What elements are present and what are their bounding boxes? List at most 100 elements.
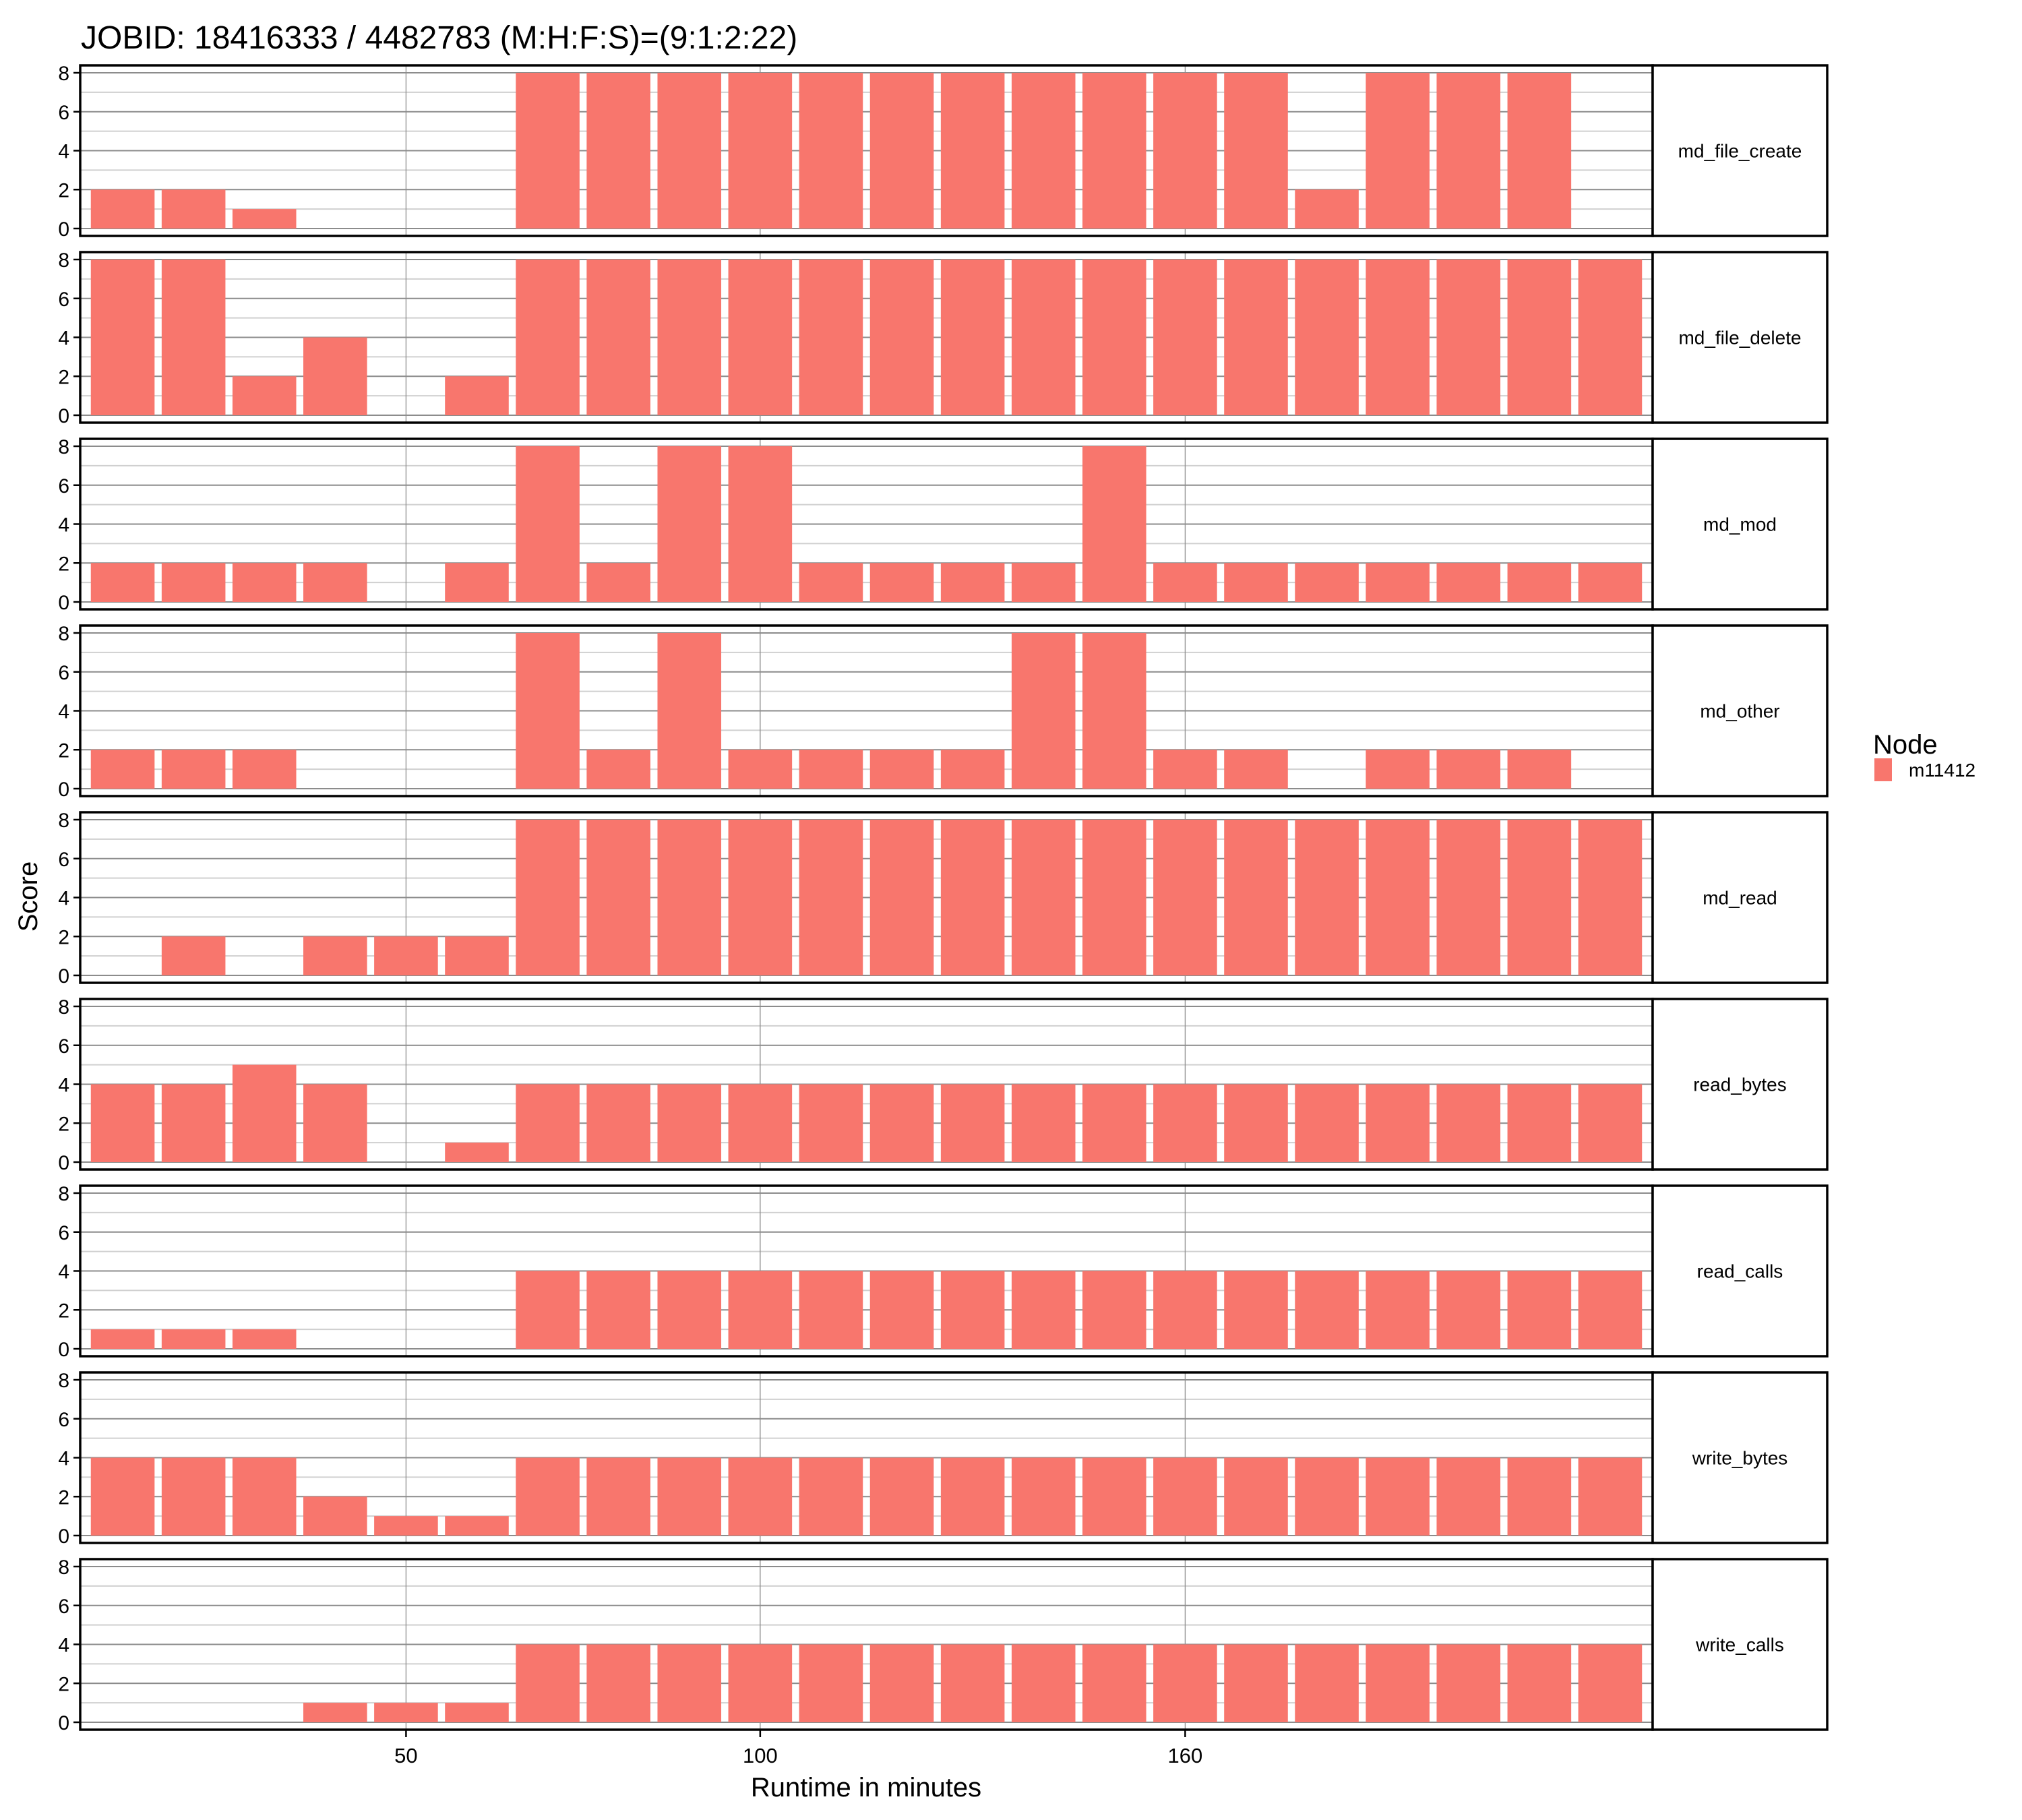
facet-strip — [1651, 811, 1829, 984]
facet-strip — [1651, 64, 1829, 237]
bar-write_calls-4 — [374, 1703, 438, 1722]
y-tick-label: 8 — [58, 1370, 69, 1392]
y-tick-label: 6 — [58, 1222, 69, 1244]
bar-md_file_delete-8 — [657, 260, 722, 415]
bar-md_read-7 — [586, 820, 650, 975]
bar-md_other-6 — [516, 633, 580, 789]
bar-md_mod-17 — [1295, 563, 1359, 602]
bar-read_calls-21 — [1578, 1271, 1643, 1349]
bar-md_read-4 — [374, 936, 438, 975]
bar-md_file_delete-5 — [445, 376, 509, 415]
bar-md_read-21 — [1578, 820, 1643, 975]
facet-strip — [1651, 437, 1829, 611]
y-tick-label: 8 — [58, 996, 69, 1019]
bar-md_read-9 — [728, 820, 793, 975]
bar-read_calls-10 — [799, 1271, 863, 1349]
panel-md_mod: 0 2 4 6 8 md_mod — [58, 436, 1829, 614]
bar-write_calls-21 — [1578, 1644, 1643, 1722]
bar-write_calls-3 — [303, 1703, 367, 1722]
bar-md_mod-8 — [657, 446, 722, 602]
y-tick-label: 2 — [58, 1673, 69, 1695]
bar-md_file_create-17 — [1295, 189, 1359, 229]
bar-read_bytes-16 — [1224, 1084, 1288, 1162]
bar-md_read-15 — [1153, 820, 1217, 975]
bar-write_calls-14 — [1082, 1644, 1146, 1722]
y-tick-label: 4 — [58, 1635, 69, 1657]
bar-md_other-16 — [1224, 750, 1288, 789]
bar-md_read-8 — [657, 820, 722, 975]
bar-md_read-20 — [1507, 820, 1572, 975]
y-tick-label: 6 — [58, 1035, 69, 1058]
bar-md_mod-1 — [161, 563, 226, 602]
bar-md_read-11 — [869, 820, 934, 975]
panel-md_other: 0 2 4 6 8 md_other — [58, 623, 1829, 801]
bar-md_file_delete-2 — [232, 376, 297, 415]
bar-write_calls-11 — [869, 1644, 934, 1722]
y-tick-label: 6 — [58, 102, 69, 124]
y-tick-label: 8 — [58, 1183, 69, 1205]
bar-md_mod-14 — [1082, 446, 1146, 602]
bar-md_file_delete-14 — [1082, 260, 1146, 415]
bar-write_bytes-4 — [374, 1516, 438, 1536]
facet-strip — [1651, 251, 1829, 424]
bar-md_mod-18 — [1366, 563, 1430, 602]
bar-md_other-7 — [586, 750, 650, 789]
bar-md_other-2 — [232, 750, 297, 789]
bar-md_other-13 — [1011, 633, 1076, 789]
x-tick-label: 100 — [743, 1744, 778, 1767]
bar-md_file_delete-12 — [940, 260, 1005, 415]
y-tick-label: 8 — [58, 1556, 69, 1579]
bar-md_mod-20 — [1507, 563, 1572, 602]
bar-read_bytes-15 — [1153, 1084, 1217, 1162]
y-tick-label: 0 — [58, 218, 69, 241]
y-tick-label: 2 — [58, 179, 69, 202]
bar-md_mod-13 — [1011, 563, 1076, 602]
y-tick-label: 8 — [58, 436, 69, 458]
bar-md_file_create-10 — [799, 73, 863, 229]
bar-write_bytes-18 — [1366, 1457, 1430, 1536]
bar-md_file_delete-18 — [1366, 260, 1430, 415]
bar-write_bytes-3 — [303, 1496, 367, 1536]
bar-read_bytes-18 — [1366, 1084, 1430, 1162]
bar-md_read-19 — [1436, 820, 1501, 975]
bar-md_file_create-1 — [161, 189, 226, 229]
chart-title: JOBID: 18416333 / 4482783 (M:H:F:S)=(9:1… — [81, 20, 797, 56]
bar-md_file_create-15 — [1153, 73, 1217, 229]
bar-read_calls-0 — [90, 1329, 155, 1349]
bar-md_read-13 — [1011, 820, 1076, 975]
bar-md_read-1 — [161, 936, 226, 975]
bar-write_bytes-15 — [1153, 1457, 1217, 1536]
bar-md_file_delete-13 — [1011, 260, 1076, 415]
bar-md_file_delete-7 — [586, 260, 650, 415]
y-tick-label: 0 — [58, 405, 69, 427]
y-tick-label: 2 — [58, 1113, 69, 1135]
bar-md_file_delete-6 — [516, 260, 580, 415]
bar-read_calls-8 — [657, 1271, 722, 1349]
bar-md_read-5 — [445, 936, 509, 975]
bar-read_bytes-1 — [161, 1084, 226, 1162]
panel-md_file_create: 0 2 4 6 8 md_file_create — [58, 63, 1829, 241]
bar-md_other-14 — [1082, 633, 1146, 789]
panel-read_calls: 0 2 4 6 8 read_calls — [58, 1183, 1829, 1361]
y-tick-label: 4 — [58, 328, 69, 350]
facet-strip — [1651, 624, 1829, 797]
facet-strip-label: md_mod — [1703, 514, 1777, 535]
y-tick-label: 4 — [58, 1074, 69, 1097]
panel-md_read: 0 2 4 6 8 md_read — [58, 810, 1829, 988]
legend: Node m11412 — [1873, 730, 1975, 781]
bar-md_file_create-7 — [586, 73, 650, 229]
bar-read_calls-19 — [1436, 1271, 1501, 1349]
bar-read_calls-1 — [161, 1329, 226, 1349]
bar-md_file_create-13 — [1011, 73, 1076, 229]
bar-write_bytes-6 — [516, 1457, 580, 1536]
bar-md_file_create-12 — [940, 73, 1005, 229]
y-tick-label: 8 — [58, 623, 69, 645]
y-tick-label: 4 — [58, 888, 69, 910]
bar-read_calls-16 — [1224, 1271, 1288, 1349]
bar-write_bytes-0 — [90, 1457, 155, 1536]
bar-md_mod-0 — [90, 563, 155, 602]
bar-md_file_create-0 — [90, 189, 155, 229]
bar-read_bytes-20 — [1507, 1084, 1572, 1162]
bar-md_file_delete-20 — [1507, 260, 1572, 415]
bar-md_read-14 — [1082, 820, 1146, 975]
